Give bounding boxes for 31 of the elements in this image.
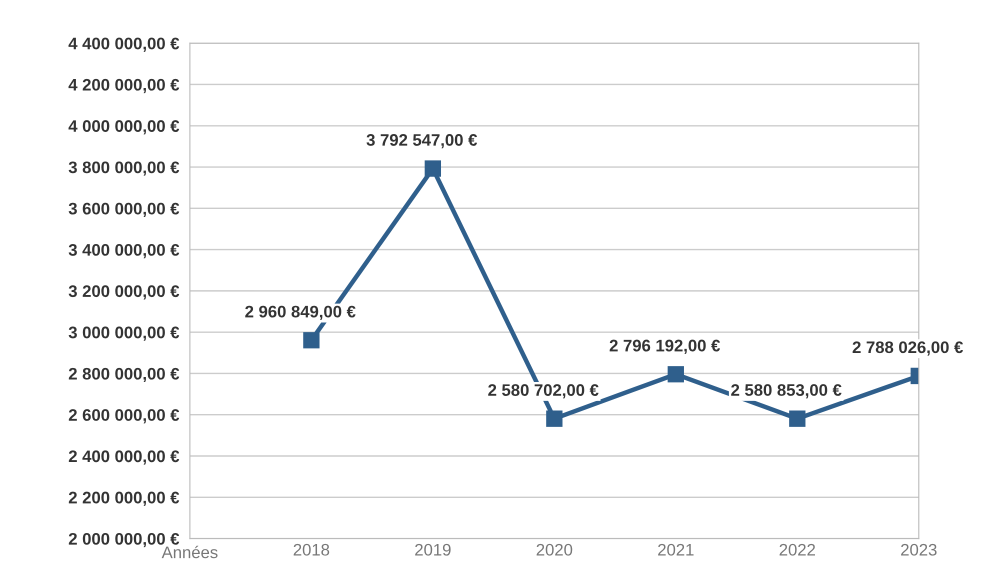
x-tick-label: 2022: [780, 544, 815, 556]
text: 2 796 192,00 €: [610, 340, 720, 354]
y-tick-label: 2 600 000,00 €: [68, 409, 180, 424]
point: [789, 410, 806, 427]
point: [668, 366, 684, 382]
text: 2 788 026,00 €: [852, 341, 963, 356]
point: [546, 410, 562, 427]
y-tick-label: 4 200 000,00 €: [68, 78, 180, 94]
y-tick-label: 4 400 000,00 €: [68, 38, 180, 52]
point: [303, 332, 320, 348]
x-axis-title: Années: [162, 546, 218, 558]
y-tick-label: 4 000 000,00 €: [68, 120, 180, 134]
text: 2 960 849,00 €: [245, 306, 356, 320]
x-tick-label: 2018: [294, 544, 330, 556]
x-tick-label: 2019: [415, 544, 451, 556]
x-tick-label: 2023: [901, 544, 937, 556]
y-tick-label: 3 200 000,00 €: [68, 285, 180, 300]
y-tick-label: 2 000 000,00 €: [68, 532, 180, 548]
x-tick-label: 2020: [536, 544, 572, 556]
y-tick-label: 3 600 000,00 €: [68, 202, 180, 217]
point: [424, 160, 442, 177]
y-tick-label: 2 800 000,00 €: [68, 368, 180, 382]
y-tick-label: 3 000 000,00 €: [68, 326, 180, 341]
y-tick-label: 3 800 000,00 €: [68, 161, 180, 176]
y-tick-label: 2 400 000,00 €: [68, 450, 180, 465]
y-tick-label: 3 400 000,00 €: [68, 244, 180, 258]
y-tick-label: 2 200 000,00 €: [68, 492, 180, 506]
text: 2 580 702,00 €: [488, 384, 599, 398]
text: 2 580 853,00 €: [731, 384, 842, 398]
x-tick-label: 2021: [658, 544, 694, 556]
text: 3 792 547,00 €: [366, 134, 478, 148]
